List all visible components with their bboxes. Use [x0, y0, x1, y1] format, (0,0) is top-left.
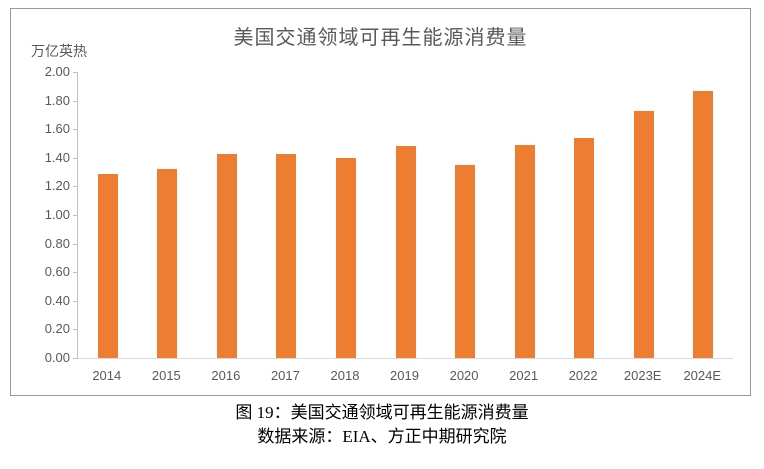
- x-axis-label-2024E: 2024E: [683, 368, 722, 383]
- y-tick-mark: [73, 358, 78, 359]
- x-axis-label-2019: 2019: [390, 368, 419, 383]
- bar-slot-2016: [197, 72, 257, 358]
- x-axis-label-2017: 2017: [270, 368, 300, 383]
- bar-2018: [335, 157, 356, 358]
- bar-series: [78, 72, 733, 358]
- y-tick-label: 2.00: [44, 64, 70, 79]
- figure-caption-source: 数据来源：EIA、方正中期研究院: [257, 427, 507, 446]
- bar-2017: [276, 153, 297, 358]
- bar-2015: [157, 169, 178, 358]
- y-tick-mark: [73, 100, 78, 102]
- bar-slot-2018: [316, 72, 376, 358]
- bar-2021: [514, 144, 535, 358]
- y-tick-mark: [73, 72, 78, 73]
- bar-slot-2023E: [614, 72, 674, 358]
- bar-slot-2019: [376, 72, 436, 358]
- bar-slot-2020: [435, 72, 495, 358]
- x-axis-label-2016: 2016: [211, 368, 241, 383]
- bar-2022: [574, 137, 595, 358]
- y-tick-label: 0.60: [44, 264, 70, 280]
- x-axis-label-2015: 2015: [151, 368, 181, 383]
- y-tick-mark: [73, 129, 78, 131]
- x-axis-labels: 2014 2015 2016 2017 2018 2019 2020 2021 2022 2023…: [77, 368, 732, 383]
- y-tick-label: 1.60: [44, 121, 70, 137]
- bar-2014: [97, 173, 118, 358]
- y-tick-label: 0.20: [44, 321, 70, 337]
- x-axis-label-2022: 2022: [568, 368, 598, 383]
- y-tick-mark: [73, 272, 78, 274]
- y-axis-unit-label: 万亿英热: [31, 43, 87, 59]
- y-tick-label: 0.40: [44, 292, 70, 308]
- y-tick-label: 0.80: [44, 235, 70, 251]
- figure-caption: 图 19：美国交通领域可再生能源消费量 数据来源：EIA、方正中期研究院: [0, 401, 764, 449]
- y-tick-mark: [73, 329, 78, 331]
- chart-title: 美国交通领域可再生能源消费量: [233, 27, 528, 49]
- y-tick-label: 1.00: [44, 207, 70, 222]
- bar-slot-2022: [554, 72, 614, 358]
- plot-area: 2.00 1.80 1.60 1.40 1.20 1.00 0.80 0.60 0.40 0.20…: [45, 65, 733, 365]
- x-axis-label-2020: 2020: [449, 368, 479, 383]
- bar-slot-2015: [138, 72, 198, 358]
- y-tick-mark: [73, 300, 78, 302]
- bar-2019: [395, 146, 416, 358]
- bar-2024E: [693, 90, 714, 358]
- chart-frame: 美国交通领域可再生能源消费量 万亿英热 2.00 1.80 1.60 1.40 1.20…: [10, 8, 751, 396]
- bar-2016: [216, 153, 237, 358]
- bar-slot-2017: [257, 72, 317, 358]
- bar-slot-2024E: [673, 72, 733, 358]
- bar-2020: [455, 164, 476, 358]
- y-tick-label: 1.20: [44, 178, 70, 194]
- figure-caption-title: 图 19：美国交通领域可再生能源消费量: [235, 403, 529, 422]
- x-axis-label-2023E: 2023E: [623, 368, 662, 383]
- x-axis-label-2018: 2018: [330, 368, 360, 383]
- y-tick-mark: [73, 186, 78, 188]
- bar-slot-2021: [495, 72, 555, 358]
- bar-2023E: [633, 110, 654, 358]
- y-tick-mark: [73, 243, 78, 245]
- y-tick-label: 1.80: [44, 92, 70, 108]
- x-axis-label-2021: 2021: [509, 368, 539, 383]
- x-axis-label-2014: 2014: [92, 368, 122, 383]
- bar-slot-2014: [78, 72, 138, 358]
- y-tick-mark: [73, 157, 78, 159]
- y-tick-label: 0.00: [44, 350, 70, 365]
- y-tick-label: 1.40: [44, 149, 70, 165]
- y-tick-mark: [73, 215, 78, 216]
